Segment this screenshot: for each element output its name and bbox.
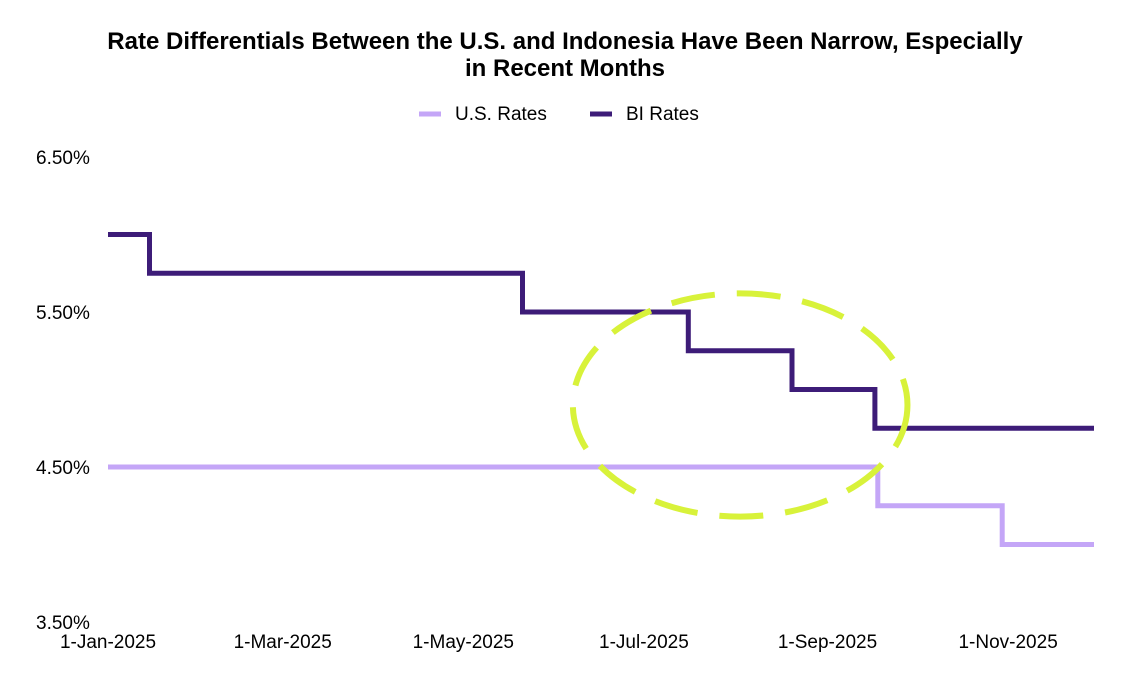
- legend-label-bi-rates: BI Rates: [626, 104, 699, 125]
- x-tick-label: 1-May-2025: [413, 632, 514, 653]
- x-tick-label: 1-Jul-2025: [599, 632, 689, 653]
- x-tick-label: 1-Sep-2025: [778, 632, 877, 653]
- x-tick-label: 1-Mar-2025: [234, 632, 332, 653]
- y-tick-label: 6.50%: [36, 148, 90, 169]
- series-layer: [108, 232, 1094, 547]
- y-tick-label: 4.50%: [36, 458, 90, 479]
- annotation-layer: [569, 290, 911, 520]
- chart-title-line-1: Rate Differentials Between the U.S. and …: [107, 28, 1023, 55]
- series-line-u-s-rates: [108, 464, 1094, 547]
- highlight-ellipse: [569, 290, 911, 520]
- x-axis-ticks: 1-Jan-2025 1-Mar-2025 1-May-2025 1-Jul-2025…: [60, 632, 1058, 653]
- series-line-bi-rates: [108, 232, 1094, 431]
- y-tick-label: 3.50%: [36, 613, 90, 634]
- y-tick-label: 5.50%: [36, 303, 90, 324]
- legend-label-u-s-rates: U.S. Rates: [455, 104, 547, 125]
- legend: U.S. Rates BI Rates: [419, 104, 699, 125]
- chart-title-line-2: in Recent Months: [465, 55, 665, 82]
- x-tick-label: 1-Jan-2025: [60, 632, 156, 653]
- x-tick-label: 1-Nov-2025: [958, 632, 1057, 653]
- y-axis-ticks: 3.50% 4.50% 5.50% 6.50%: [36, 148, 90, 634]
